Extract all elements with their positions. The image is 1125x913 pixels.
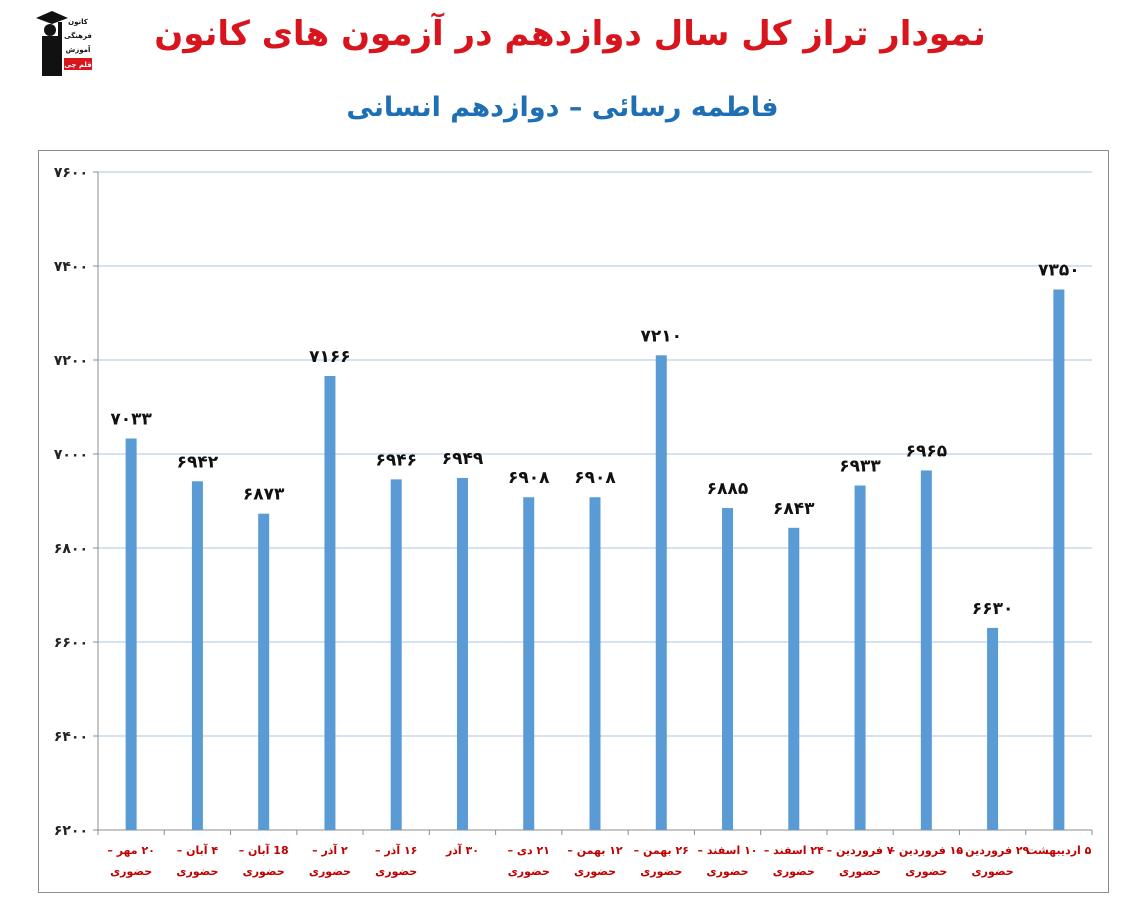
category-label-line2: حضوری (110, 865, 152, 878)
category-label: ۴ آبان – (177, 843, 219, 857)
data-label: ۶۸۸۵ (707, 479, 749, 499)
logo-text-1: کانون (68, 18, 89, 26)
bar (258, 513, 270, 830)
bars (125, 289, 1065, 830)
chart-frame (38, 150, 1109, 893)
logo-text-4: قلم چی (64, 61, 92, 69)
category-label-line2: حضوری (176, 865, 218, 878)
data-label: ۶۹۴۲ (177, 452, 219, 472)
bar (125, 438, 137, 830)
data-label: ۶۸۷۳ (243, 485, 285, 505)
page-subtitle: فاطمه رسائی – دوازدهم انسانی (346, 92, 779, 123)
category-label-line2: حضوری (574, 865, 616, 878)
category-label: ۱۶ آذر – (375, 843, 417, 857)
bar (655, 355, 667, 830)
y-tick-label: ۷۴۰۰ (54, 259, 88, 275)
data-label: ۷۱۶۶ (309, 347, 351, 367)
kanoon-logo: کانون فرهنگی آموزش قلم چی (34, 8, 92, 78)
logo-text-2: فرهنگی (64, 31, 92, 40)
data-label: ۶۹۳۳ (839, 456, 881, 476)
category-label-line2: حضوری (706, 865, 748, 878)
category-label: ۵ اردیبهشت (1026, 844, 1091, 857)
bar (456, 477, 468, 830)
y-tick-label: ۶۶۰۰ (54, 635, 88, 651)
bar (987, 627, 999, 830)
data-label: ۷۲۱۰ (641, 326, 683, 346)
bar (1053, 289, 1065, 830)
data-label: ۶۹۴۶ (375, 450, 417, 470)
category-label: ۷ فروردین – (827, 844, 894, 857)
data-label: ۶۹۰۸ (508, 468, 550, 488)
bar (788, 527, 800, 830)
page-title: نمودار تراز کل سال دوازدهم در آزمون های … (154, 14, 986, 54)
category-label: ۱۵ فروردین – (890, 844, 964, 857)
data-label: ۶۹۰۸ (574, 468, 616, 488)
category-label: ۱۰ اسفند – (698, 844, 758, 857)
category-label: ۱۲ بهمن – (567, 844, 623, 857)
y-tick-label: ۶۴۰۰ (54, 729, 88, 745)
category-label: ۲۹ فروردین – (956, 844, 1030, 857)
bar (191, 481, 203, 830)
data-label: ۶۹۴۹ (442, 449, 484, 469)
bar (324, 375, 336, 830)
category-label: ۲۴ اسفند – (764, 844, 824, 857)
category-label-line2: حضوری (508, 865, 550, 878)
category-label: ۲ آذر – (312, 843, 348, 857)
category-label-line2: حضوری (375, 865, 417, 878)
data-label: ۷۰۳۳ (110, 409, 152, 429)
y-tick-label: ۶۸۰۰ (54, 541, 88, 557)
category-label-line2: حضوری (243, 865, 285, 878)
bar (589, 497, 601, 830)
bar (722, 508, 734, 830)
category-label-line2: حضوری (640, 865, 682, 878)
category-label-line2: حضوری (905, 865, 947, 878)
category-label: 18 آبان – (239, 843, 289, 857)
category-label: ۲۱ دی – (508, 844, 550, 857)
category-label-line2: حضوری (773, 865, 815, 878)
category-label-line2: حضوری (839, 865, 881, 878)
category-labels: ۲۰ مهر – حضوری ۴ آبان – حضوری 18 آبان – حضوری… (107, 843, 1091, 878)
category-label: ۲۰ مهر – (107, 844, 155, 857)
y-tick-label: ۷۶۰۰ (54, 165, 88, 181)
y-tick-label: ۶۲۰۰ (54, 823, 88, 839)
bar (854, 485, 866, 830)
category-label-line2: حضوری (309, 865, 351, 878)
y-tick-label: ۷۰۰۰ (54, 447, 88, 463)
data-label: ۶۶۳۰ (972, 599, 1014, 619)
logo-text-3: آموزش (66, 45, 91, 54)
bar (920, 470, 932, 830)
category-label: ۲۶ بهمن – (634, 844, 689, 857)
value-labels: ۷۰۳۳ ۶۹۴۲ ۶۸۷۳ ۷۱۶۶ ۶۹۴۶ ۶۹۴۹ ۶۹۰۸ ۶۹۰۸ ۷۲۱۰ ۶۸۸۵… (110, 261, 1079, 619)
bar (523, 497, 535, 830)
data-label: ۷۳۵۰ (1038, 261, 1080, 281)
category-label-line2: حضوری (972, 865, 1014, 878)
y-tick-label: ۷۲۰۰ (54, 353, 88, 369)
data-label: ۶۹۶۵ (906, 441, 948, 461)
data-label: ۶۸۴۳ (773, 499, 815, 519)
category-label: ۳۰ آذر (445, 843, 479, 857)
bar (390, 479, 402, 830)
